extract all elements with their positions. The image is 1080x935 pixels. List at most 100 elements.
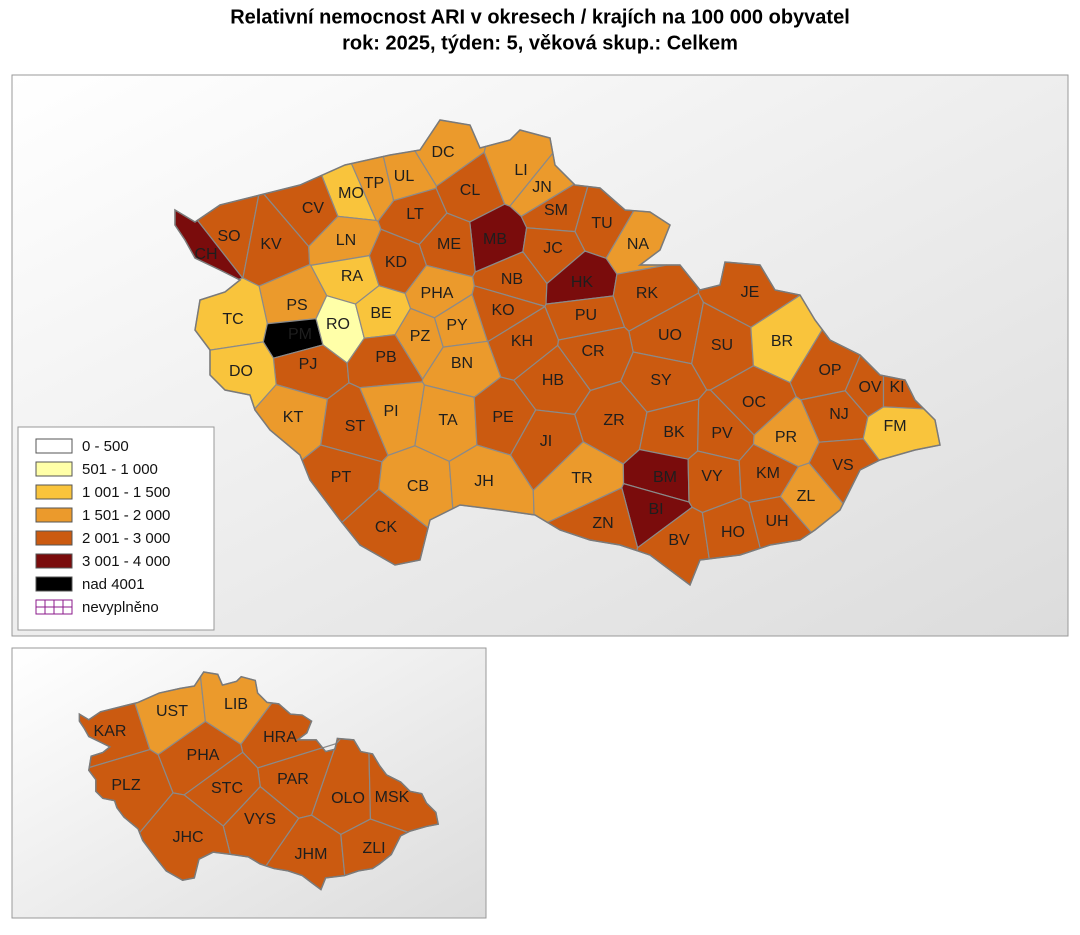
district-label: UL <box>394 168 415 185</box>
district-label: PU <box>575 307 597 324</box>
legend-swatch <box>35 507 73 523</box>
district-label: JN <box>532 179 552 196</box>
legend: 0 - 500 501 - 1 000 1 001 - 1 500 1 501 - 2… <box>17 426 215 631</box>
district-label: OC <box>742 394 766 411</box>
district-label: DC <box>431 144 454 161</box>
region-label: STC <box>211 780 243 797</box>
district-label: ST <box>345 418 366 435</box>
district-label: LN <box>336 232 356 249</box>
region-label: VYS <box>244 811 276 828</box>
region-label: HRA <box>263 729 297 746</box>
district-label: KV <box>260 236 282 253</box>
district-label: BI <box>648 501 663 518</box>
district-label: BV <box>668 532 690 549</box>
district-label: SY <box>650 372 672 389</box>
district-label: UO <box>658 327 682 344</box>
district-label: PJ <box>299 356 318 373</box>
region-label: PHA <box>187 747 220 764</box>
district-label: PS <box>286 297 307 314</box>
district-label: BN <box>451 355 473 372</box>
legend-swatch <box>35 438 73 454</box>
district-label: KT <box>283 409 304 426</box>
district-label: ME <box>437 236 461 253</box>
district-label: BR <box>771 333 793 350</box>
country-border <box>78 671 440 891</box>
district-label: MB <box>483 231 507 248</box>
legend-swatch <box>35 484 73 500</box>
district-label: JI <box>540 433 552 450</box>
district-label: OP <box>818 362 841 379</box>
region-label: ZLI <box>362 840 385 857</box>
district-label: HO <box>721 524 745 541</box>
district-label: CR <box>581 343 604 360</box>
legend-label: nad 4001 <box>82 576 145 593</box>
district-label: LI <box>514 162 527 179</box>
map-subtitle: rok: 2025, týden: 5, věková skup.: Celke… <box>342 32 738 54</box>
region-label: OLO <box>331 790 365 807</box>
legend-label: 2 001 - 3 000 <box>82 530 170 547</box>
district-label: HK <box>571 274 594 291</box>
district-label: PHA <box>421 285 454 302</box>
district-label: PI <box>383 403 398 420</box>
legend-box <box>17 426 215 631</box>
region-label: KAR <box>94 723 127 740</box>
legend-swatch <box>35 576 73 592</box>
district-label: NB <box>501 271 523 288</box>
legend-label: 501 - 1 000 <box>82 461 158 478</box>
map-title: Relativní nemocnost ARI v okresech / kra… <box>230 6 850 28</box>
district-label: KH <box>511 333 533 350</box>
legend-label: nevyplněno <box>82 599 159 616</box>
region-label: PLZ <box>111 777 141 794</box>
district-label: MO <box>338 185 364 202</box>
district-label: VS <box>832 457 853 474</box>
district-label: SO <box>217 228 240 245</box>
region-map: KAR UST LIB HRA PHA PAR STC PLZ OLO MSK VYS JHC JHM Z… <box>78 671 440 891</box>
district-label: DO <box>229 363 253 380</box>
district-label: BE <box>370 305 391 322</box>
district-label: VY <box>701 468 723 485</box>
district-label: PT <box>331 469 352 486</box>
district-label: KD <box>385 254 407 271</box>
district-label: ZN <box>592 515 613 532</box>
district-label: KM <box>756 465 780 482</box>
district-label: UH <box>765 513 788 530</box>
district-label: OV <box>858 379 881 396</box>
legend-label: 3 001 - 4 000 <box>82 553 170 570</box>
region-label: PAR <box>277 771 309 788</box>
district-label: PM <box>288 326 312 343</box>
district-label: RA <box>341 268 364 285</box>
legend-swatch <box>35 461 73 477</box>
district-label: KO <box>491 302 514 319</box>
legend-label: 0 - 500 <box>82 438 129 455</box>
region-label: JHC <box>172 829 203 846</box>
district-label: SU <box>711 337 733 354</box>
district-label: FM <box>883 418 906 435</box>
region-label: LIB <box>224 696 248 713</box>
district-label: SM <box>544 202 568 219</box>
district-label: KI <box>889 379 904 396</box>
region-label: JHM <box>295 846 328 863</box>
district-label: HB <box>542 372 564 389</box>
district-label: TC <box>222 311 243 328</box>
district-label: CV <box>302 200 325 217</box>
district-label: CB <box>407 478 429 495</box>
legend-swatch <box>35 530 73 546</box>
region-label: UST <box>156 703 188 720</box>
district-label: CL <box>460 182 481 199</box>
district-label: RO <box>326 316 350 333</box>
district-label: ZL <box>797 488 816 505</box>
district-label: PV <box>711 425 733 442</box>
district-label: TA <box>438 412 458 429</box>
district-label: TP <box>364 175 384 192</box>
district-label: CH <box>194 246 217 263</box>
district-label: PZ <box>410 328 431 345</box>
region-label: MSK <box>375 789 410 806</box>
legend-label: 1 001 - 1 500 <box>82 484 170 501</box>
district-label: JC <box>543 240 563 257</box>
legend-label: 1 501 - 2 000 <box>82 507 170 524</box>
district-label: TU <box>591 215 612 232</box>
district-label: CK <box>375 519 398 536</box>
